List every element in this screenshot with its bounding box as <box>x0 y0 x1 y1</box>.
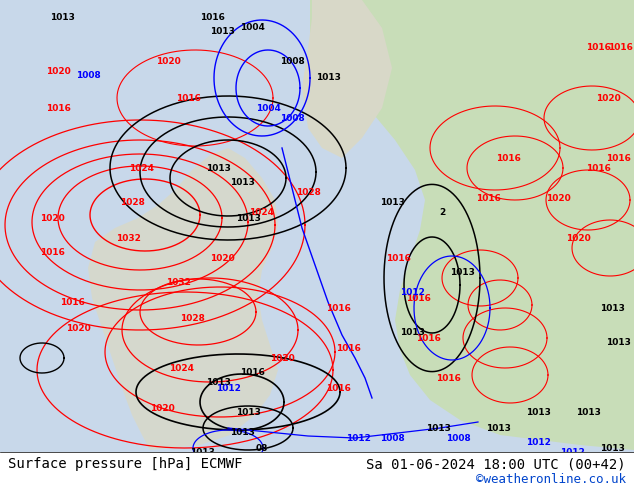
Bar <box>0 452 634 490</box>
Text: 1016: 1016 <box>476 194 500 202</box>
Text: 1013: 1013 <box>600 303 624 313</box>
Text: Sa 01-06-2024 18:00 UTC (00+42): Sa 01-06-2024 18:00 UTC (00+42) <box>366 457 626 471</box>
Text: 1028: 1028 <box>120 197 145 206</box>
Text: 1020: 1020 <box>210 253 235 263</box>
Text: 1016: 1016 <box>326 303 351 313</box>
Text: 1024: 1024 <box>169 364 195 372</box>
Text: 1008: 1008 <box>75 71 100 79</box>
Text: ©weatheronline.co.uk: ©weatheronline.co.uk <box>476 472 626 486</box>
Text: 1013: 1013 <box>205 164 230 172</box>
Text: 1020: 1020 <box>39 214 65 222</box>
Text: 1016: 1016 <box>607 44 633 52</box>
Text: 1032: 1032 <box>165 277 190 287</box>
Text: 1016: 1016 <box>436 373 460 383</box>
Text: 1008: 1008 <box>280 114 304 122</box>
Text: 1016: 1016 <box>176 94 200 102</box>
Text: 1028: 1028 <box>295 188 320 196</box>
Text: 1016: 1016 <box>240 368 264 376</box>
Text: 1020: 1020 <box>155 57 181 67</box>
Text: 1004: 1004 <box>256 103 280 113</box>
Text: 1013: 1013 <box>576 408 600 416</box>
Text: 08: 08 <box>256 443 268 452</box>
Text: 1013: 1013 <box>210 27 235 36</box>
Text: 1013: 1013 <box>236 214 261 222</box>
Text: 1016: 1016 <box>326 384 351 392</box>
Text: 1012: 1012 <box>399 288 424 296</box>
Text: 1008: 1008 <box>280 57 304 67</box>
Text: 1013: 1013 <box>316 74 340 82</box>
Text: 1013: 1013 <box>399 327 424 337</box>
Text: 1012: 1012 <box>216 384 240 392</box>
Text: 1016: 1016 <box>406 294 430 302</box>
Text: 1013: 1013 <box>600 443 624 452</box>
Text: 1020: 1020 <box>150 403 174 413</box>
Text: 1004: 1004 <box>236 458 261 466</box>
Text: 1013: 1013 <box>425 423 450 433</box>
Text: 1013: 1013 <box>236 408 261 416</box>
Text: 1016: 1016 <box>605 153 630 163</box>
Text: 1020: 1020 <box>66 323 91 333</box>
Text: 1008: 1008 <box>380 434 404 442</box>
Text: 1016: 1016 <box>46 103 70 113</box>
Text: 1013: 1013 <box>526 408 550 416</box>
Text: 1013: 1013 <box>230 427 254 437</box>
Text: 1016: 1016 <box>385 253 410 263</box>
Text: 1024: 1024 <box>250 207 275 217</box>
Text: 1008: 1008 <box>446 434 470 442</box>
Text: 1016: 1016 <box>586 44 611 52</box>
Text: 1012: 1012 <box>526 438 550 446</box>
Polygon shape <box>88 148 278 450</box>
Text: 1020: 1020 <box>269 353 294 363</box>
Text: 1012: 1012 <box>346 434 370 442</box>
Text: 1016: 1016 <box>586 164 611 172</box>
Text: 1016: 1016 <box>496 153 521 163</box>
Text: 1016: 1016 <box>415 334 441 343</box>
Text: 1016: 1016 <box>60 297 84 307</box>
Text: 1016: 1016 <box>335 343 361 352</box>
Text: 1020: 1020 <box>46 68 70 76</box>
Text: 1013: 1013 <box>230 177 254 187</box>
Text: 1012: 1012 <box>560 447 585 457</box>
Text: 1016: 1016 <box>200 14 224 23</box>
Polygon shape <box>310 0 634 450</box>
Text: 1013: 1013 <box>190 447 214 457</box>
Text: 1013: 1013 <box>605 338 630 346</box>
Text: 1013: 1013 <box>486 423 510 433</box>
Text: 1016: 1016 <box>39 247 65 256</box>
Text: 1020: 1020 <box>566 234 590 243</box>
Text: 1020: 1020 <box>546 194 571 202</box>
Text: 1013: 1013 <box>205 377 230 387</box>
Text: 2: 2 <box>439 207 445 217</box>
Text: 1024: 1024 <box>129 164 155 172</box>
Polygon shape <box>302 0 392 158</box>
Text: 1013: 1013 <box>450 268 474 276</box>
Text: 1013: 1013 <box>380 197 404 206</box>
Text: Surface pressure [hPa] ECMWF: Surface pressure [hPa] ECMWF <box>8 457 242 471</box>
Text: 1020: 1020 <box>595 94 621 102</box>
Text: 1032: 1032 <box>115 234 141 243</box>
Text: 1004: 1004 <box>240 24 264 32</box>
Text: 1028: 1028 <box>179 314 204 322</box>
Text: 1013: 1013 <box>49 14 74 23</box>
